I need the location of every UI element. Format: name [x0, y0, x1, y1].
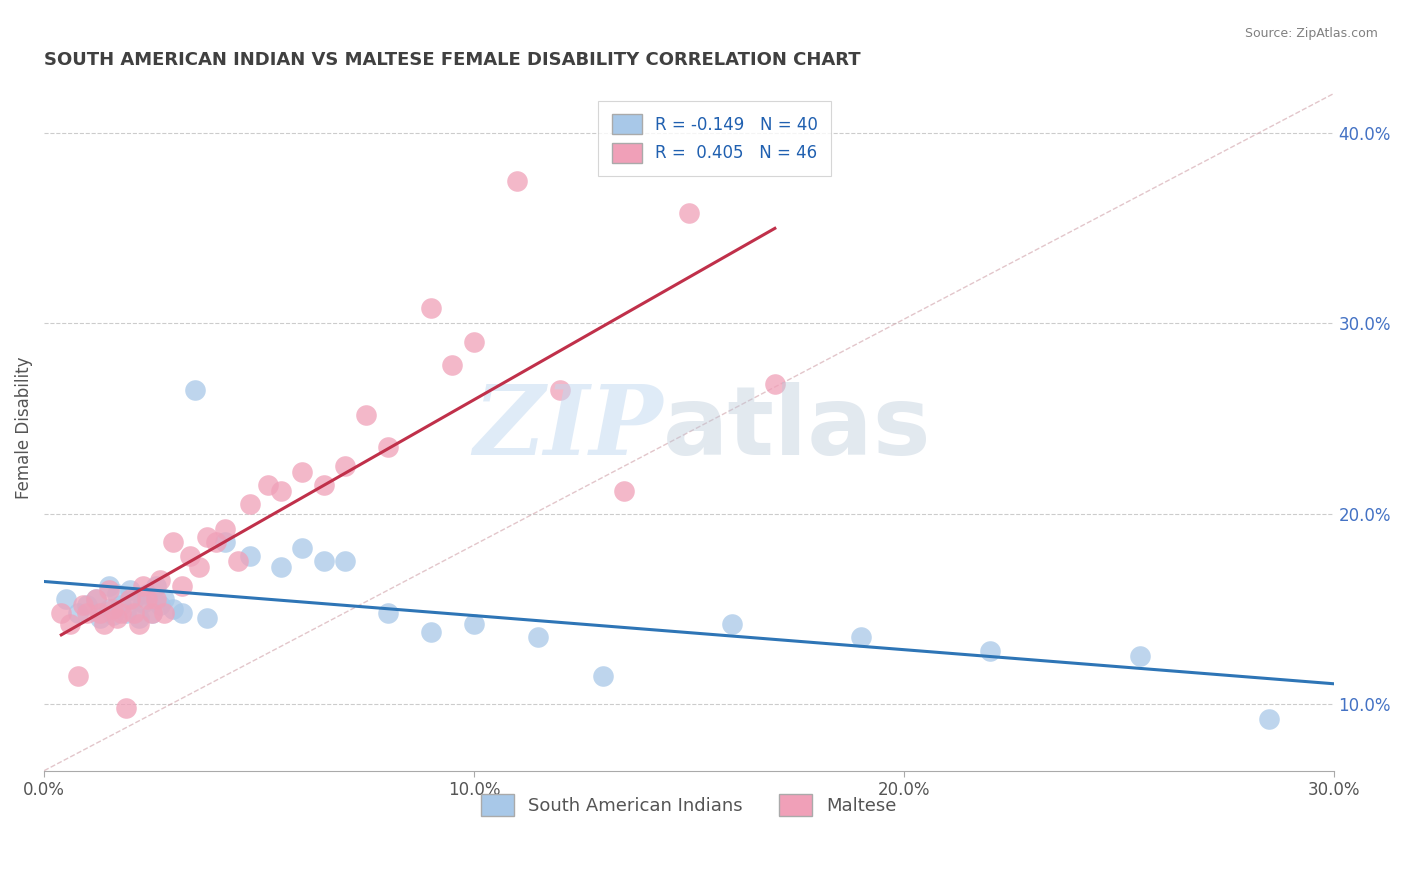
Point [162, 602, 184, 616]
Point [105, 611, 128, 625]
Point [333, 459, 356, 474]
Point [101, 607, 124, 622]
Point [128, 611, 150, 625]
Point [136, 587, 159, 601]
Point [592, 668, 614, 682]
Point [141, 606, 163, 620]
Point [97, 582, 120, 597]
Point [270, 560, 292, 574]
Point [239, 497, 262, 511]
Point [132, 579, 155, 593]
Point [145, 579, 167, 593]
Point [214, 522, 236, 536]
Point [256, 478, 278, 492]
Point [67, 668, 90, 682]
Point [678, 206, 700, 220]
Point [124, 606, 146, 620]
Point [979, 644, 1001, 658]
Text: Source: ZipAtlas.com: Source: ZipAtlas.com [1244, 27, 1378, 40]
Point [197, 611, 219, 625]
Point [124, 592, 146, 607]
Point [1258, 712, 1281, 726]
Point [105, 587, 128, 601]
Point [205, 535, 228, 549]
Point [197, 530, 219, 544]
Point [141, 606, 163, 620]
Point [72, 598, 94, 612]
Point [149, 598, 172, 612]
Point [1129, 649, 1152, 664]
Point [93, 617, 115, 632]
Point [76, 598, 98, 612]
Point [291, 541, 314, 555]
Point [312, 554, 335, 568]
Point [55, 592, 77, 607]
Point [114, 701, 136, 715]
Point [59, 617, 82, 632]
Point [101, 602, 124, 616]
Point [226, 554, 249, 568]
Y-axis label: Female Disability: Female Disability [15, 357, 32, 500]
Point [51, 606, 73, 620]
Point [132, 596, 155, 610]
Point [110, 606, 132, 620]
Point [170, 579, 193, 593]
Point [89, 606, 111, 620]
Point [849, 631, 872, 645]
Point [84, 592, 107, 607]
Point [463, 335, 485, 350]
Point [763, 377, 786, 392]
Point [420, 624, 443, 639]
Point [356, 408, 378, 422]
Point [136, 592, 159, 607]
Text: atlas: atlas [664, 382, 932, 475]
Point [527, 631, 550, 645]
Point [613, 483, 636, 498]
Point [120, 582, 142, 597]
Point [67, 606, 90, 620]
Point [97, 579, 120, 593]
Point [76, 606, 98, 620]
Point [420, 301, 443, 316]
Legend: South American Indians, Maltese: South American Indians, Maltese [474, 787, 904, 823]
Point [145, 592, 167, 607]
Point [441, 359, 464, 373]
Point [214, 535, 236, 549]
Point [312, 478, 335, 492]
Point [506, 174, 529, 188]
Point [239, 549, 262, 563]
Text: SOUTH AMERICAN INDIAN VS MALTESE FEMALE DISABILITY CORRELATION CHART: SOUTH AMERICAN INDIAN VS MALTESE FEMALE … [44, 51, 860, 69]
Point [114, 606, 136, 620]
Point [170, 606, 193, 620]
Point [377, 606, 399, 620]
Point [183, 383, 205, 397]
Point [162, 535, 184, 549]
Point [110, 598, 132, 612]
Point [721, 617, 744, 632]
Point [89, 611, 111, 625]
Point [333, 554, 356, 568]
Point [149, 574, 172, 588]
Point [377, 440, 399, 454]
Point [128, 617, 150, 632]
Point [548, 383, 571, 397]
Point [97, 602, 120, 616]
Point [153, 592, 176, 607]
Point [153, 606, 176, 620]
Point [463, 617, 485, 632]
Text: ZIP: ZIP [474, 381, 664, 475]
Point [270, 483, 292, 498]
Point [179, 549, 201, 563]
Point [120, 592, 142, 607]
Point [84, 592, 107, 607]
Point [187, 560, 209, 574]
Point [291, 465, 314, 479]
